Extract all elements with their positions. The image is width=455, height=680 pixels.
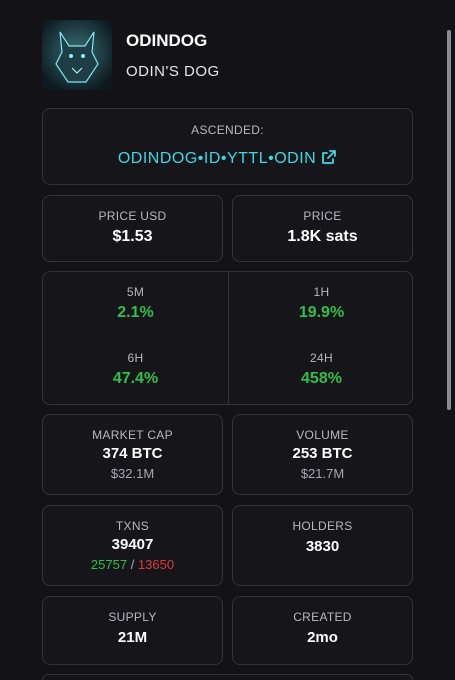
- stat-value: $1.53: [112, 228, 153, 245]
- ascended-card: ASCENDED: ODINDOG•ID•YTTL•ODIN: [42, 108, 413, 185]
- price-card: PRICE 1.8K sats: [232, 195, 413, 262]
- stat-label: CREATED: [293, 610, 352, 624]
- token-avatar: [42, 20, 112, 90]
- change-label: 5M: [126, 285, 145, 299]
- stat-label: TXNS: [115, 519, 150, 533]
- change-value: 47.4%: [112, 370, 159, 387]
- change-column: 5M 2.1% 6H 47.4%: [43, 272, 228, 406]
- change-value: 19.9%: [298, 304, 345, 321]
- stat-value: 39407: [111, 536, 154, 553]
- stat-value: 374 BTC: [102, 445, 163, 462]
- txns-split: 25757 / 13650: [43, 557, 222, 572]
- change-value: 2.1%: [117, 304, 154, 321]
- change-label: 6H: [127, 351, 144, 365]
- change-value: 458%: [301, 370, 342, 387]
- ascended-link[interactable]: ODINDOG•ID•YTTL•ODIN: [43, 149, 412, 168]
- supply-card: SUPPLY 21M: [42, 596, 223, 665]
- stat-label: MARKET CAP: [92, 428, 173, 442]
- external-link-icon[interactable]: [321, 149, 337, 165]
- stat-value: 253 BTC: [292, 445, 353, 462]
- token-subtitle: ODIN'S DOG: [126, 63, 220, 80]
- stat-value: 1.8K sats: [287, 228, 358, 245]
- stat-value: 2mo: [307, 629, 338, 646]
- price-usd-card: PRICE USD $1.53: [42, 195, 223, 262]
- stat-label: PRICE: [303, 209, 342, 223]
- change-column: 1H 19.9% 24H 458%: [229, 272, 414, 406]
- created-card: CREATED 2mo: [232, 596, 413, 665]
- txns-card: TXNS 39407 25757 / 13650: [42, 505, 223, 586]
- stat-sub: $32.1M: [110, 466, 155, 481]
- divider: [228, 272, 229, 404]
- change-label: 24H: [310, 351, 333, 365]
- changes-card: 5M 2.1% 6H 47.4% 1H 19.9% 24H 458%: [42, 271, 413, 405]
- stat-label: HOLDERS: [292, 519, 353, 533]
- stat-value: 3830: [305, 538, 340, 555]
- txns-separator: /: [130, 557, 135, 572]
- token-title: ODINDOG: [126, 31, 208, 50]
- ascended-label: ASCENDED:: [191, 123, 264, 137]
- txns-buys: 25757: [90, 557, 128, 572]
- stat-label: SUPPLY: [108, 610, 157, 624]
- stat-label: PRICE USD: [98, 209, 167, 223]
- holders-card: HOLDERS 3830: [232, 505, 413, 586]
- stat-label: VOLUME: [296, 428, 349, 442]
- stat-sub: $21.7M: [300, 466, 345, 481]
- txns-sells: 13650: [137, 557, 175, 572]
- next-card: [42, 674, 413, 680]
- market-cap-card: MARKET CAP 374 BTC $32.1M: [42, 414, 223, 495]
- volume-card: VOLUME 253 BTC $21.7M: [232, 414, 413, 495]
- change-label: 1H: [313, 285, 330, 299]
- stat-value: 21M: [117, 629, 148, 646]
- ascended-link-text[interactable]: ODINDOG•ID•YTTL•ODIN: [117, 150, 317, 167]
- scrollbar[interactable]: [447, 30, 451, 410]
